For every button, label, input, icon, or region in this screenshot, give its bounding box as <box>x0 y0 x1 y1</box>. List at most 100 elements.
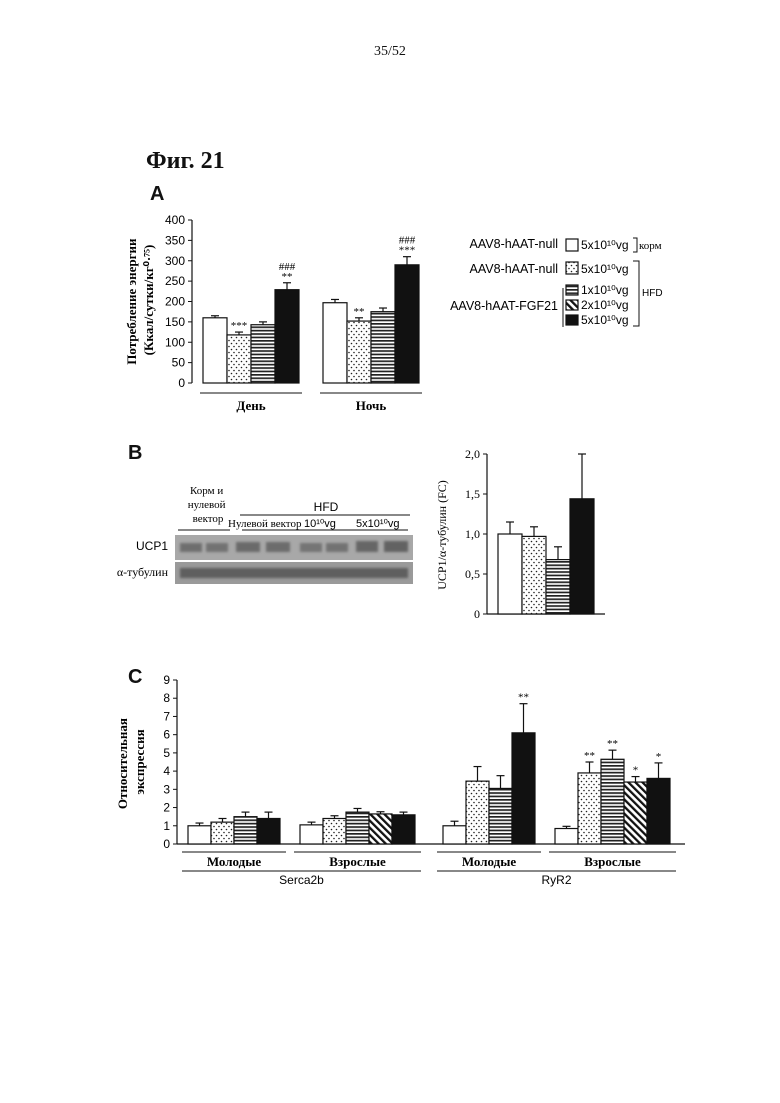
panel-c-y-tick-label: 2 <box>163 801 170 815</box>
panel-c-y-tick-label: 4 <box>163 764 170 778</box>
panel-a-y-tick-label: 150 <box>165 315 185 329</box>
panel-c-bar <box>443 826 466 844</box>
legend-bracket-chow: корм <box>639 240 662 252</box>
panel-c-bar <box>555 829 578 844</box>
western-blot: Корм и нулевой вектор HFD Нулевой вектор… <box>117 485 413 584</box>
panel-a-bar <box>395 265 419 383</box>
panel-a-bar <box>371 312 395 383</box>
panel-c-y-tick-label: 8 <box>163 691 170 705</box>
panel-a-y-tick-label: 200 <box>165 295 185 309</box>
panel-a-category-label: День <box>236 398 265 413</box>
panel-c-group-label: Молодые <box>207 854 262 869</box>
blot-row-ucp1: UCP1 <box>136 539 168 553</box>
panel-c-gene-label: RyR2 <box>541 873 571 887</box>
panel-c-bar <box>466 781 489 844</box>
panel-c-chart: 0123456789МолодыеВзрослые**Молодые******… <box>163 673 685 887</box>
legend-swatch-white <box>566 239 578 251</box>
legend-hfd-bracket <box>633 261 639 326</box>
panel-b-y-axis-label: UCP1/α-тубулин (FC) <box>435 480 449 590</box>
panel-c-bar <box>624 782 647 844</box>
blot-lane-null: Нулевой вектор <box>228 518 302 530</box>
panel-c-significance-label: ** <box>584 750 595 762</box>
panel-b-y-tick-label: 1,5 <box>465 487 480 501</box>
panel-a-y-tick-label: 50 <box>172 356 186 370</box>
panel-c-y-tick-label: 1 <box>163 819 170 833</box>
panel-b-y-tick-label: 0 <box>474 607 480 621</box>
panel-a-y-tick-label: 0 <box>178 376 185 390</box>
panel-a-y-tick-label: 400 <box>165 213 185 227</box>
panel-a-bar <box>347 321 371 383</box>
panel-c-y-tick-label: 6 <box>163 728 170 742</box>
panel-c-bar <box>346 812 369 844</box>
panel-c-significance-label: * <box>656 751 662 763</box>
panel-c-bar <box>601 759 624 844</box>
legend-swatch-dots <box>566 262 578 274</box>
panel-c-bar <box>234 817 257 844</box>
panel-b-bar <box>522 536 546 614</box>
panel-c-y-tick-label: 0 <box>163 837 170 851</box>
panel-c-y-axis-label: Относительная экспрессия <box>115 715 147 809</box>
legend-chow-bracket <box>633 238 637 252</box>
panel-c-bar <box>211 822 234 844</box>
panel-a-y-tick-label: 100 <box>165 335 185 349</box>
panel-a-bar <box>227 335 251 383</box>
panel-a-y-tick-label: 300 <box>165 254 185 268</box>
panel-a-significance-label: ** <box>282 271 293 283</box>
legend-dose-3: 1x10¹⁰vg <box>581 283 629 297</box>
panel-c-y-label-line2: экспрессия <box>132 729 147 794</box>
panel-c-significance-label: * <box>633 765 639 777</box>
legend-swatch-diag <box>566 300 578 310</box>
panel-b-bar <box>498 534 522 614</box>
legend-swatch-hlines <box>566 285 578 295</box>
panel-c-y-tick-label: 9 <box>163 673 170 687</box>
panel-c-group-label: Молодые <box>462 854 517 869</box>
blot-header-chow-line3: вектор <box>193 513 224 525</box>
panel-c-bar <box>188 826 211 844</box>
panel-a-y-axis-label: Потребление энергии (Ккал/сутки/кг⁰·⁷⁵) <box>124 235 156 364</box>
legend-dose-1: 5x10¹⁰vg <box>581 238 629 252</box>
legend-label-fgf21: AAV8-hAAT-FGF21 <box>450 299 558 313</box>
panel-c-bar <box>300 825 323 844</box>
panel-a-significance-label: ** <box>354 306 365 318</box>
panel-a-bar <box>275 290 299 383</box>
panel-c-y-tick-label: 5 <box>163 746 170 760</box>
panel-a-y-tick-label: 250 <box>165 274 185 288</box>
panel-c-significance-label: ** <box>607 738 618 750</box>
panel-b-y-tick-label: 1,0 <box>465 527 480 541</box>
panel-a-significance-label: *** <box>399 245 416 257</box>
legend-swatch-black <box>566 315 578 325</box>
panel-c-group-label: Взрослые <box>329 854 386 869</box>
panel-b-y-tick-label: 2,0 <box>465 447 480 461</box>
legend: AAV8-hAAT-null AAV8-hAAT-null AAV8-hAAT-… <box>450 237 662 327</box>
panel-a-y-tick-label: 350 <box>165 233 185 247</box>
panel-c-significance-label: ** <box>518 692 529 704</box>
legend-dose-4: 2x10¹⁰vg <box>581 298 629 312</box>
panel-a-bar <box>251 325 275 383</box>
panel-c-y-tick-label: 7 <box>163 709 170 723</box>
panel-a-chart: 050100150200250300350400***###**День**##… <box>165 213 422 413</box>
panel-b-chart: 0 0,5 1,0 1,5 2,0 <box>465 447 605 621</box>
panel-c-bar <box>392 815 415 844</box>
panel-a-significance-label: *** <box>231 320 248 332</box>
legend-dose-5: 5x10¹⁰vg <box>581 313 629 327</box>
blot-header-hfd: HFD <box>314 500 339 514</box>
panel-a-bar <box>323 303 347 383</box>
panel-a-y-label-line1: Потребление энергии <box>124 238 139 365</box>
blot-header-chow-line2: нулевой <box>188 499 226 511</box>
blot-header-chow: Корм и нулевой вектор <box>188 485 229 525</box>
blot-row-tubulin: α-тубулин <box>117 565 169 579</box>
blot-lane-5e10: 5x10¹⁰vg <box>356 518 400 530</box>
panel-b-y-tick-label: 0,5 <box>465 567 480 581</box>
panel-c-y-tick-label: 3 <box>163 782 170 796</box>
panel-c-bar <box>369 814 392 844</box>
panel-a-bar <box>203 318 227 383</box>
panel-c-bar <box>257 818 280 844</box>
blot-header-chow-line1: Корм и <box>190 485 223 497</box>
legend-bracket-hfd: HFD <box>642 288 663 299</box>
panel-c-gene-label: Serca2b <box>279 873 324 887</box>
legend-label-null-chow: AAV8-hAAT-null <box>470 237 558 251</box>
panel-a-y-label-line2: (Ккал/сутки/кг⁰·⁷⁵) <box>141 245 156 356</box>
panel-c-bar <box>647 778 670 844</box>
panel-c-bar <box>512 733 535 844</box>
